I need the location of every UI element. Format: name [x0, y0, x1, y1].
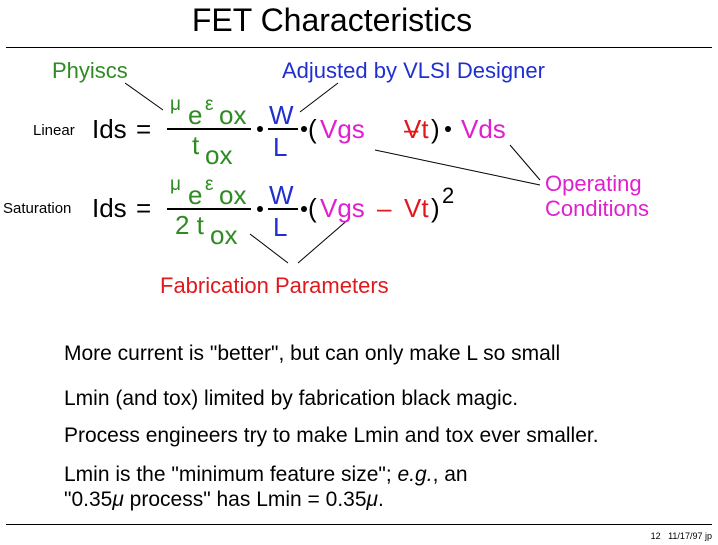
bullet-lmin-definition-part2: , an	[432, 463, 468, 486]
footer-page: 12	[650, 531, 661, 541]
linear-dot-1	[257, 126, 263, 132]
saturation-open-paren: (	[308, 193, 317, 223]
bullet-mu-2: μ	[366, 488, 379, 511]
operating-label: Operating Conditions	[545, 171, 649, 221]
footer-divider	[6, 524, 712, 525]
linear-lhs: Ids	[92, 114, 127, 144]
saturation-vt: Vt	[404, 193, 429, 223]
linear-dot-3	[445, 126, 451, 132]
linear-ox: ox	[219, 100, 247, 130]
linear-open-paren: (	[308, 114, 317, 144]
footer: 12 11/17/97 jp	[651, 531, 712, 541]
physics-pointer	[124, 82, 164, 111]
operating-pointer-vds	[509, 144, 541, 181]
fabrication-pointer-left	[249, 233, 289, 264]
saturation-minus: –	[377, 193, 392, 223]
operating-label-line1: Operating	[545, 171, 642, 196]
title-divider	[6, 47, 712, 48]
saturation-wl-bar	[268, 208, 298, 210]
page-title: FET Characteristics	[191, 2, 473, 38]
saturation-equals: =	[136, 193, 152, 223]
linear-t: t	[192, 130, 200, 160]
saturation-power: 2	[442, 183, 455, 208]
designer-label: Adjusted by VLSI Designer	[282, 58, 545, 83]
linear-e: e	[188, 100, 203, 130]
linear-equals: =	[136, 114, 152, 144]
footer-initials: jp	[704, 531, 712, 541]
linear-wl-bar	[268, 128, 298, 130]
saturation-two-t: 2 t	[175, 210, 204, 240]
saturation-lhs: Ids	[92, 193, 127, 223]
bullet-lmin-limited: Lmin (and tox) limited by fabrication bl…	[64, 387, 519, 410]
linear-close-paren: )	[431, 114, 440, 144]
physics-label: Phyiscs	[52, 58, 128, 83]
linear-tox-sub: ox	[205, 140, 233, 170]
linear-vgs: Vgs	[320, 114, 365, 144]
bullet-lmin-definition-part1: Lmin is the "minimum feature size";	[64, 463, 398, 486]
linear-dot-2	[301, 126, 307, 132]
linear-mu: μ	[170, 94, 181, 115]
bullet-process-example-end: .	[378, 488, 384, 511]
linear-fraction-bar	[167, 128, 251, 130]
saturation-tox-sub: ox	[210, 220, 238, 250]
bullet-current-better: More current is "better", but can only m…	[64, 342, 561, 365]
fabrication-label: Fabrication Parameters	[160, 273, 389, 298]
linear-epsilon: ε	[205, 94, 214, 115]
bullet-eg: e.g.	[397, 463, 433, 486]
footer-date: 11/17/97	[668, 531, 703, 541]
linear-L: L	[273, 132, 288, 162]
saturation-e: e	[188, 180, 203, 210]
saturation-L: L	[273, 212, 288, 242]
saturation-epsilon: ε	[205, 174, 214, 195]
bullet-process-example-part2: process" has Lmin = 0.35	[123, 488, 367, 511]
saturation-W: W	[269, 180, 294, 210]
bullet-process-example-part1: "0.35	[64, 488, 113, 511]
bullet-mu-1: μ	[112, 488, 124, 511]
saturation-close-paren: )	[431, 193, 440, 223]
operating-pointer-vt	[374, 149, 541, 186]
saturation-ox: ox	[219, 180, 247, 210]
designer-pointer	[299, 82, 339, 113]
saturation-dot-1	[257, 206, 263, 212]
saturation-vgs: Vgs	[320, 193, 365, 223]
saturation-dot-2	[301, 206, 307, 212]
linear-label: Linear	[33, 122, 75, 139]
linear-vds: Vds	[461, 114, 506, 144]
linear-W: W	[269, 100, 294, 130]
bullet-process-example: "0.35μ process" has Lmin = 0.35μ.	[64, 488, 384, 512]
saturation-mu: μ	[170, 174, 181, 195]
bullet-process-engineers: Process engineers try to make Lmin and t…	[64, 424, 599, 447]
linear-minus: –	[404, 114, 419, 144]
saturation-fraction-bar	[167, 208, 251, 210]
saturation-label: Saturation	[3, 200, 72, 217]
linear-vt-text: Vt	[404, 114, 429, 144]
operating-label-line2: Conditions	[545, 196, 649, 221]
fabrication-pointer-right	[297, 217, 351, 264]
bullet-lmin-definition: Lmin is the "minimum feature size"; e.g.…	[64, 463, 468, 487]
